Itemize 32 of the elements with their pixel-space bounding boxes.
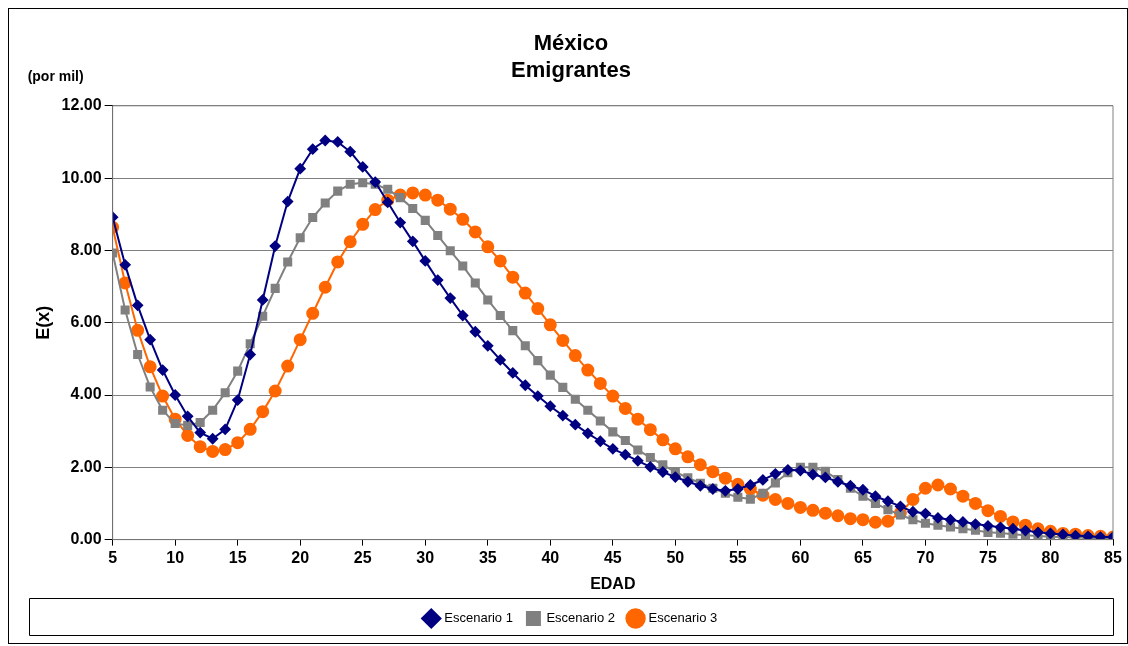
x-tick-label: 25: [353, 548, 372, 566]
x-tick-label: 55: [728, 548, 747, 566]
x-axis-title: EDAD: [590, 574, 636, 592]
x-tick-label: 35: [478, 548, 497, 566]
legend-label: Escenario 2: [546, 610, 616, 626]
x-tick-label: 70: [916, 548, 935, 566]
y-tick-label: 2.00: [70, 457, 102, 475]
chart-title: México: [533, 30, 609, 56]
chart-subtitle: Emigrantes: [511, 56, 631, 82]
y-tick-label: 4.00: [70, 385, 102, 403]
y-tick-label: 6.00: [70, 313, 102, 331]
y-tick-label: 8.00: [70, 240, 102, 258]
x-tick-label: 85: [1104, 548, 1122, 566]
legend-label: Escenario 1: [444, 610, 513, 626]
y-tick-label: 12.00: [61, 96, 102, 114]
x-tick-label: 75: [979, 548, 997, 566]
y-tick-label: 0.00: [70, 530, 102, 548]
x-tick-label: 15: [228, 548, 247, 566]
x-tick-label: 30: [416, 548, 435, 566]
y-tick-label: 10.00: [61, 168, 102, 186]
x-tick-label: 5: [108, 548, 118, 566]
x-tick-label: 40: [541, 548, 560, 566]
y-axis-title: E(x): [32, 305, 53, 340]
x-tick-label: 65: [854, 548, 872, 566]
x-tick-label: 60: [791, 548, 810, 566]
legend-label: Escenario 3: [648, 610, 718, 626]
x-tick-label: 10: [166, 548, 185, 566]
x-tick-label: 45: [603, 548, 622, 566]
x-tick-label: 80: [1041, 548, 1060, 566]
text: (por mil): [27, 67, 84, 84]
x-tick-label: 20: [291, 548, 310, 566]
x-tick-label: 50: [666, 548, 685, 566]
